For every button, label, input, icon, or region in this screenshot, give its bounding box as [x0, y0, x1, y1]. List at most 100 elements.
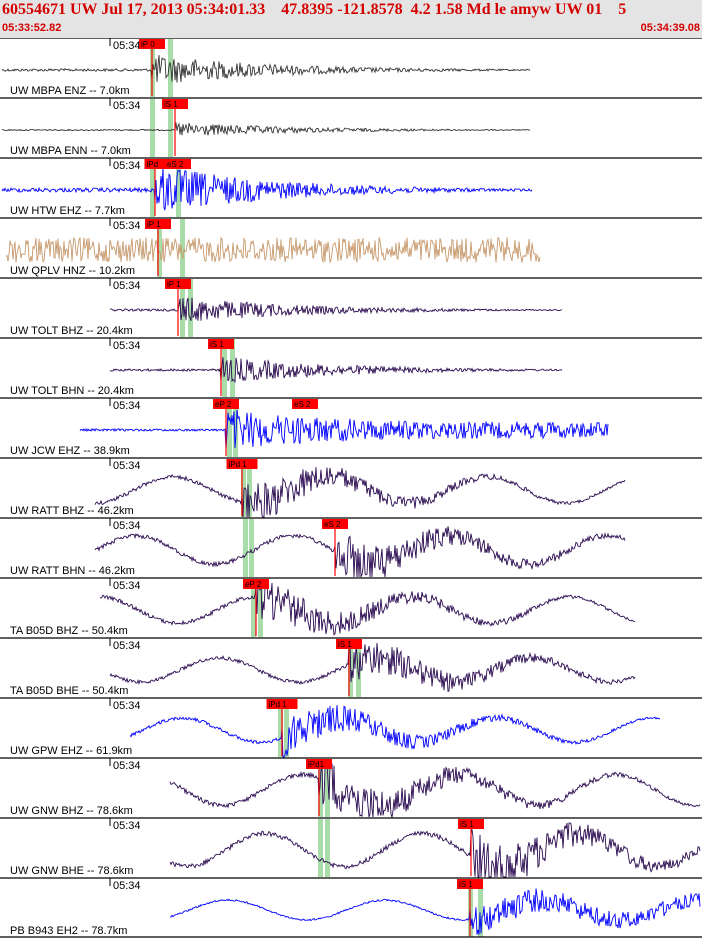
waveform-trace — [1, 55, 531, 83]
pick-window — [188, 279, 193, 337]
trace-label: UW RATT BHZ -- 46.2km — [10, 505, 134, 517]
time-tick-label: 05:34 — [113, 100, 141, 112]
pick-window — [356, 639, 361, 697]
waveform-trace — [109, 642, 636, 692]
pick-flag — [162, 99, 188, 109]
trace-label: UW QPLV HNZ -- 10.2km — [10, 265, 135, 277]
pick-window — [251, 579, 256, 637]
pick-window — [284, 699, 289, 757]
pick-window — [176, 159, 181, 217]
trace-label: UW GNW BHE -- 78.6km — [10, 865, 133, 877]
event-title: 60554671 UW Jul 17, 2013 05:34:01.33 47.… — [2, 1, 627, 18]
pick-window — [227, 399, 232, 457]
pick-flag — [322, 519, 348, 529]
trace-label: UW TOLT BHN -- 20.4km — [10, 385, 134, 397]
pick-label: eS 2 — [167, 160, 184, 169]
time-tick-label: 05:34 — [113, 160, 141, 172]
time-tick-label: 05:34 — [113, 760, 141, 772]
pick-window — [241, 459, 246, 517]
pick-window — [278, 699, 283, 757]
pick-window — [222, 339, 227, 397]
trace-label: PB B943 EH2 -- 78.7km — [10, 925, 127, 937]
pick-window — [150, 99, 155, 157]
pick-window — [230, 339, 235, 397]
start-time: 05:33:52.82 — [2, 22, 62, 34]
waveform-trace — [94, 467, 626, 518]
waveform-trace — [5, 236, 541, 263]
pick-window — [233, 399, 238, 457]
time-tick-label: 05:34 — [113, 280, 141, 292]
pick-window — [318, 759, 323, 817]
pick-window — [249, 519, 254, 577]
time-tick-label: 05:34 — [113, 820, 141, 832]
time-tick-label: 05:34 — [113, 340, 141, 352]
trace-label: TA B05D BHE -- 50.4km — [10, 685, 128, 697]
waveform-trace — [109, 297, 563, 322]
pick-window — [180, 219, 185, 277]
pick-flag — [266, 699, 298, 709]
waveform-trace — [94, 526, 626, 578]
time-tick-label: 05:34 — [113, 400, 141, 412]
pick-label: iP 1 — [147, 220, 161, 229]
pick-flag — [292, 399, 318, 409]
pick-window — [318, 819, 323, 877]
waveform-trace — [79, 409, 609, 450]
pick-flag — [145, 219, 171, 229]
time-tick-label: 05:34 — [113, 520, 141, 532]
pick-flag — [165, 279, 191, 289]
pick-flag — [208, 339, 234, 349]
waveform-trace — [99, 581, 636, 636]
trace-label: TA B05D BHZ -- 50.4km — [10, 625, 128, 637]
pick-label: eS 2 — [294, 400, 311, 409]
pick-window — [247, 459, 252, 517]
pick-label: iP 0 — [141, 40, 155, 49]
pick-label: iPd1 — [308, 760, 325, 769]
header-bar: 60554671 UW Jul 17, 2013 05:34:01.33 47.… — [0, 0, 702, 38]
trace-label: UW JCW EHZ -- 38.9km — [10, 445, 130, 457]
pick-window — [258, 579, 263, 637]
trace-label: UW HTW EHZ -- 7.7km — [10, 205, 125, 217]
pick-window — [478, 879, 483, 937]
pick-label: iS 1 — [338, 640, 352, 649]
pick-flag — [458, 819, 484, 829]
pick-flag — [243, 579, 269, 589]
trace-label: UW MBPA ENN -- 7.0km — [10, 145, 131, 157]
waveform-trace — [169, 762, 701, 819]
pick-label: iPd 1 — [229, 460, 248, 469]
pick-label: iPd 1 — [269, 700, 288, 709]
pick-label: iP 1 — [167, 280, 181, 289]
time-tick-label: 05:34 — [113, 880, 141, 892]
time-tick-label: 05:34 — [113, 640, 141, 652]
waveform-trace — [1, 122, 531, 136]
pick-window — [325, 759, 330, 817]
time-tick-label: 05:34 — [113, 580, 141, 592]
pick-label: iS 1 — [210, 340, 224, 349]
pick-flag — [139, 39, 165, 49]
trace-label: UW MBPA ENZ -- 7.0km — [10, 85, 130, 97]
pick-label: eS 2 — [324, 520, 341, 529]
trace-label: UW RATT BHN -- 46.2km — [10, 565, 135, 577]
pick-label: eP 2 — [245, 580, 262, 589]
time-tick-label: 05:34 — [113, 40, 141, 52]
pick-label: iPd — [147, 160, 159, 169]
pick-window — [325, 819, 330, 877]
pick-flag — [144, 159, 166, 169]
pick-flag — [165, 159, 191, 169]
pick-flag — [306, 759, 332, 769]
pick-label: iS 1 — [459, 880, 473, 889]
pick-flag — [336, 639, 362, 649]
waveform-trace — [1, 167, 533, 211]
pick-flag — [213, 399, 239, 409]
pick-label: iS 1 — [460, 820, 474, 829]
pick-window — [168, 99, 173, 157]
time-tick-label: 05:34 — [113, 700, 141, 712]
pick-window — [157, 219, 162, 277]
waveform-trace — [129, 705, 661, 758]
time-tick-label: 05:34 — [113, 220, 141, 232]
trace-label: UW TOLT BHZ -- 20.4km — [10, 325, 133, 337]
pick-window — [243, 519, 248, 577]
end-time: 05:34:39.08 — [640, 22, 700, 34]
pick-window — [150, 159, 155, 217]
trace-label: UW GPW EHZ -- 61.9km — [10, 745, 132, 757]
